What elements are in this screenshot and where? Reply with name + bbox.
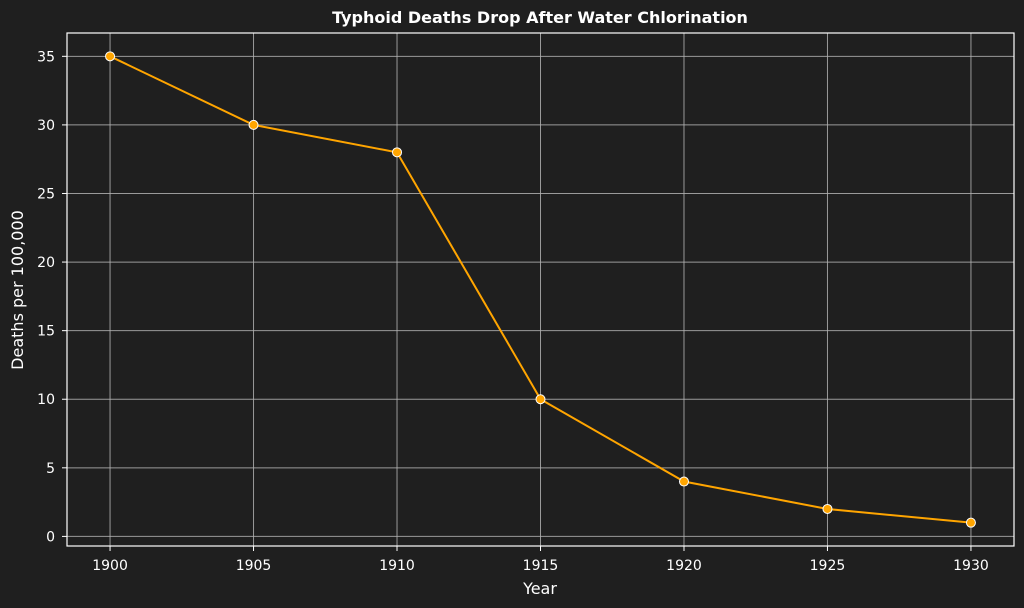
axes: [62, 32, 1015, 551]
y-tick-label: 5: [46, 461, 55, 477]
data-point: [248, 119, 259, 130]
y-axis-label: Deaths per 100,000: [8, 210, 27, 370]
x-tick-label: 1930: [953, 558, 989, 574]
x-tick-label: 1920: [666, 558, 702, 574]
data-point: [535, 394, 546, 405]
y-tick-label: 15: [37, 324, 55, 340]
y-tick-label: 25: [37, 186, 55, 202]
data-points: [105, 51, 976, 528]
y-tick-label: 35: [37, 49, 55, 65]
data-point: [965, 517, 976, 528]
x-tick-label: 1910: [379, 558, 415, 574]
x-tick-label: 1925: [810, 558, 846, 574]
plot-frame: [66, 32, 1015, 547]
grid: [67, 33, 1014, 546]
y-tick-label: 0: [46, 529, 55, 545]
data-point: [105, 51, 116, 62]
x-tick-label: 1900: [92, 558, 128, 574]
data-point: [392, 147, 403, 158]
x-tick-label: 1905: [236, 558, 272, 574]
chart-title: Typhoid Deaths Drop After Water Chlorina…: [332, 8, 748, 27]
x-axis-label: Year: [522, 579, 557, 598]
tick-labels: 1900 1905 1910 1915 1920 1925 1930 0 5 10 15 20 25 30…: [37, 49, 989, 574]
data-point: [678, 476, 689, 487]
y-tick-label: 10: [37, 392, 55, 408]
y-tick-label: 20: [37, 255, 55, 271]
y-tick-label: 30: [37, 118, 55, 134]
data-point: [822, 503, 833, 514]
x-tick-label: 1915: [523, 558, 559, 574]
